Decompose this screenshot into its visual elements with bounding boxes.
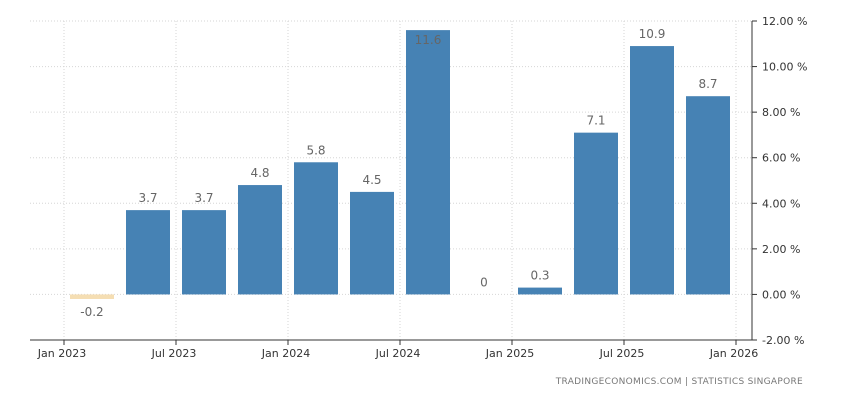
data-label: 10.9 (639, 27, 666, 41)
y-tick-label: 4.00 % (762, 197, 800, 210)
x-tick-label: Jul 2025 (599, 347, 645, 360)
data-label: 5.8 (306, 143, 325, 157)
data-label-layer: -0.2 3.7 3.7 4.8 5.8 4.5 11.6 0 0.3 7.1 10.9 8.7 (80, 27, 717, 319)
bar-2023-Q3 (182, 210, 226, 295)
x-tick-label: Jan 2026 (709, 347, 758, 360)
data-label: 3.7 (138, 191, 157, 205)
data-label: 8.7 (698, 77, 717, 91)
bar-layer (70, 30, 730, 299)
source-credit: TRADINGECONOMICS.COM | STATISTICS SINGAP… (555, 377, 803, 387)
bar-2025-Q2 (574, 132, 618, 295)
x-axis: Jan 2023 Jul 2023 Jan 2024 Jul 2024 Jan 2025… (30, 339, 758, 360)
data-label: 4.8 (250, 166, 269, 180)
data-label: -0.2 (80, 305, 103, 319)
bar-2025-Q1 (518, 287, 562, 295)
bar-2024-Q2 (350, 191, 394, 295)
y-tick-label: 10.00 % (762, 61, 807, 74)
y-tick-label: 8.00 % (762, 106, 800, 119)
x-tick-label: Jul 2024 (375, 347, 421, 360)
bar-2023-Q1 (70, 294, 114, 299)
y-tick-label: -2.00 % (762, 334, 804, 347)
y-tick-label: 0.00 % (762, 288, 800, 301)
bar-2023-Q4 (238, 185, 282, 295)
x-tick-label: Jan 2023 (37, 347, 86, 360)
bar-2023-Q2 (126, 210, 170, 295)
x-tick-label: Jul 2023 (151, 347, 197, 360)
data-label: 0.3 (530, 269, 549, 283)
bar-2025-Q4 (686, 96, 730, 295)
data-label: 7.1 (586, 114, 605, 128)
bar-2025-Q3 (630, 46, 674, 295)
y-tick-label: 6.00 % (762, 152, 800, 165)
data-label: 4.5 (362, 173, 381, 187)
y-tick-label: 12.00 % (762, 15, 807, 28)
x-tick-label: Jan 2024 (261, 347, 310, 360)
x-tick-label: Jan 2025 (485, 347, 534, 360)
y-tick-label: 2.00 % (762, 243, 800, 256)
data-label: 11.6 (415, 33, 442, 47)
bar-2024-Q3 (406, 30, 450, 295)
data-label: 3.7 (194, 191, 213, 205)
bar-2024-Q1 (294, 162, 338, 295)
data-label: 0 (480, 275, 488, 289)
y-axis: 12.00 % 10.00 % 8.00 % 6.00 % 4.00 % 2.00 % 0.… (751, 15, 807, 347)
